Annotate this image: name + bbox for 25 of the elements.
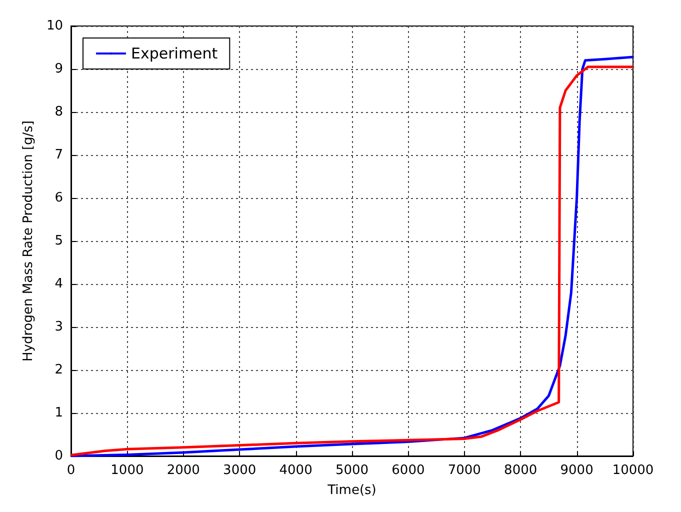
- x-tick-label: 8000: [504, 463, 538, 478]
- y-tick-label: 4: [54, 276, 63, 292]
- y-tick-label: 5: [54, 234, 63, 248]
- x-tick-label: 7000: [448, 463, 481, 478]
- y-tick-label: 10: [46, 18, 63, 34]
- legend-label: Experiment: [131, 44, 218, 62]
- x-tick-label: 4000: [279, 463, 312, 478]
- x-tick-label: 6000: [392, 463, 425, 478]
- y-tick-label: 2: [54, 362, 63, 378]
- y-tick-label: 7: [54, 148, 63, 162]
- x-axis-title: Time(s): [326, 483, 376, 498]
- y-tick-label: 3: [54, 320, 63, 334]
- y-tick-label: 0: [54, 448, 63, 464]
- y-tick-label: 8: [54, 104, 63, 120]
- x-tick-label: 10000: [612, 463, 654, 478]
- x-tick-label: 2000: [166, 463, 200, 478]
- x-tick-label: 9000: [560, 463, 594, 478]
- x-tick-label: 1000: [110, 463, 144, 478]
- y-tick-label: 6: [54, 190, 63, 206]
- y-tick-label: 1: [54, 406, 63, 420]
- y-tick-label: 9: [54, 62, 63, 76]
- x-tick-label: 3000: [223, 463, 256, 478]
- y-axis-title: Hydrogen Mass Rate Production [g/s]: [21, 120, 36, 362]
- x-tick-label: 0: [66, 463, 76, 478]
- x-tick-label: 5000: [335, 463, 369, 478]
